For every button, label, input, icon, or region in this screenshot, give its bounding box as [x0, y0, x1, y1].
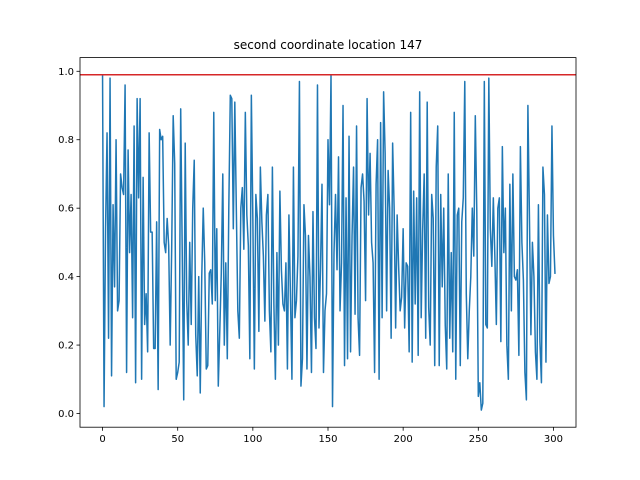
y-tick-label: 0.6 [58, 204, 74, 215]
x-tick-label: 150 [318, 434, 337, 445]
y-tick-label: 1.0 [58, 67, 74, 78]
series-line [101, 73, 556, 411]
x-tick-label: 50 [171, 434, 184, 445]
series-layer [101, 73, 556, 411]
y-tick-label: 0.0 [58, 409, 74, 420]
x-tick-label: 100 [243, 434, 262, 445]
axes-layer: 0 50 100 150 200 250 300 0.0 0.2 0.4 0.6 0.8 1.0 [58, 57, 577, 445]
y-tick-label: 0.4 [58, 272, 74, 283]
y-tick-label: 0.2 [58, 341, 74, 352]
x-tick-label: 0 [99, 434, 105, 445]
y-tick-label: 0.8 [58, 135, 74, 146]
x-tick-label: 200 [394, 434, 413, 445]
x-tick-label: 300 [544, 434, 563, 445]
x-tick-label: 250 [469, 434, 488, 445]
chart-title: second coordinate location 147 [234, 38, 423, 52]
plot-area [80, 57, 576, 428]
